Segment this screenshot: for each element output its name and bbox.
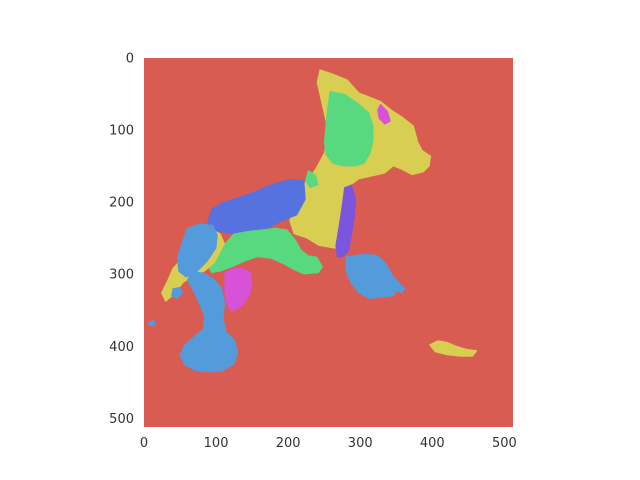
segments-layer [148, 69, 478, 373]
x-tick-label: 300 [348, 436, 373, 451]
segment-blue-4 [207, 178, 306, 235]
segment-yellow-16 [429, 340, 478, 357]
y-tick-label: 400 [109, 340, 134, 355]
segment-light-blue-8 [179, 270, 238, 373]
segment-magenta-12 [228, 269, 240, 284]
x-tick-label: 400 [420, 436, 445, 451]
segment-purple-13 [335, 184, 357, 258]
x-tick-label: 500 [492, 436, 517, 451]
x-axis: 0 100 200 300 400 500 [140, 436, 517, 451]
y-tick-label: 500 [109, 412, 134, 427]
y-axis: 0 100 200 300 400 500 [109, 52, 134, 427]
segment-light-blue-10 [148, 319, 156, 327]
y-tick-label: 0 [126, 52, 134, 67]
y-tick-label: 100 [109, 124, 134, 139]
segment-light-blue-9 [171, 286, 184, 300]
segment-green-1 [323, 90, 374, 167]
x-tick-label: 100 [204, 436, 229, 451]
x-tick-label: 0 [140, 436, 148, 451]
plot-area [144, 58, 513, 427]
segment-green-3 [305, 170, 319, 188]
y-tick-label: 300 [109, 268, 134, 283]
segment-light-blue-15 [385, 275, 406, 294]
segment-light-blue-7 [176, 223, 218, 278]
y-tick-label: 200 [109, 196, 134, 211]
segment-magenta-2 [377, 103, 391, 125]
x-tick-label: 200 [276, 436, 301, 451]
segment-green-5 [207, 227, 324, 275]
segment-light-blue-14 [345, 253, 401, 300]
